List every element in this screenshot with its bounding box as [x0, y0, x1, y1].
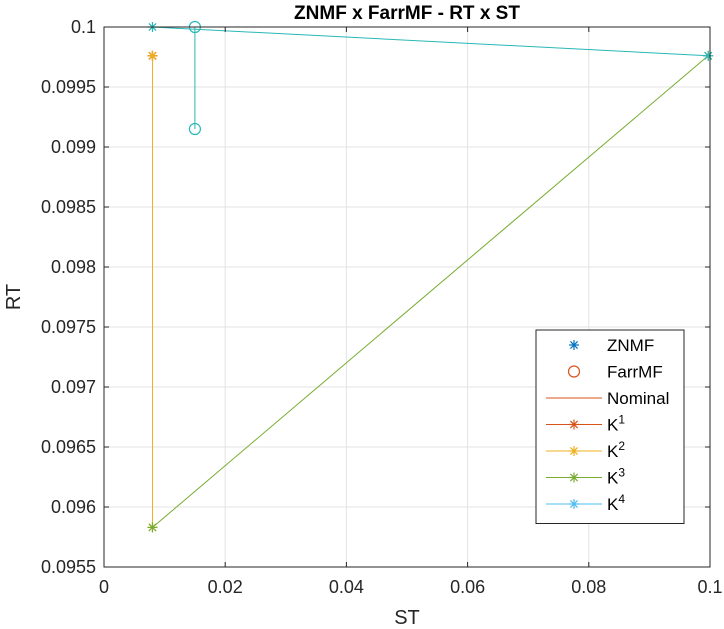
- x-tick-label: 0: [99, 577, 109, 597]
- data-point-asterisk: [703, 50, 714, 61]
- y-tick-label: 0.0995: [41, 77, 96, 97]
- legend-label-superscript: 3: [618, 466, 625, 480]
- y-tick-label: 0.0965: [41, 437, 96, 457]
- legend-marker-asterisk: [569, 340, 579, 350]
- x-tick-label: 0.06: [450, 577, 485, 597]
- x-tick-label: 0.02: [208, 577, 243, 597]
- x-axis-ticks: 0 0.02 0.04 0.06 0.08 0.1: [99, 27, 723, 597]
- legend-item: Nominal: [546, 389, 669, 408]
- legend-marker-asterisk: [569, 446, 579, 456]
- y-tick-label: 0.0985: [41, 197, 96, 217]
- data-point-circle: [188, 122, 201, 136]
- y-axis-label: RT: [3, 284, 25, 310]
- y-axis-ticks: 0.0955 0.096 0.0965 0.097 0.0975 0.098 0.0985 0…: [41, 17, 710, 577]
- plot-frame: [103, 26, 711, 568]
- y-tick-label: 0.098: [51, 257, 96, 277]
- x-tick-label: 0.08: [571, 577, 606, 597]
- x-tick-label: 0.1: [697, 577, 722, 597]
- legend-marker-asterisk: [569, 472, 579, 483]
- legend-item: K3: [546, 466, 625, 488]
- legend-label-superscript: 4: [618, 492, 625, 506]
- legend-item: ZNMF: [569, 336, 654, 355]
- legend-marker-circle: [567, 365, 581, 378]
- y-tick-label: 0.0975: [41, 317, 96, 337]
- series-line-k3-znmf: [152, 55, 709, 528]
- x-axis-label: ST: [394, 607, 420, 629]
- data-point-asterisk: [147, 50, 158, 61]
- series-line-k4-znmf: [152, 26, 709, 57]
- series-layer: [147, 20, 714, 533]
- legend-marker-asterisk: [569, 419, 579, 430]
- legend-label-superscript: 1: [618, 413, 625, 427]
- legend-label: ZNMF: [607, 336, 654, 355]
- legend-marker-asterisk: [569, 499, 579, 509]
- y-tick-label: 0.1: [71, 17, 96, 37]
- legend-label-superscript: 2: [618, 439, 625, 453]
- y-tick-label: 0.096: [51, 497, 96, 517]
- y-tick-label: 0.099: [51, 137, 96, 157]
- chart-title: ZNMF x FarrMF - RT x ST: [294, 3, 520, 24]
- legend-item: FarrMF: [567, 363, 663, 382]
- y-tick-label: 0.097: [51, 377, 96, 397]
- x-tick-label: 0.04: [329, 577, 364, 597]
- legend-label: FarrMF: [607, 363, 663, 382]
- legend-label: Nominal: [607, 389, 669, 408]
- y-tick-label: 0.0955: [41, 557, 96, 577]
- legend-box: [535, 329, 685, 524]
- data-point-asterisk: [147, 522, 158, 533]
